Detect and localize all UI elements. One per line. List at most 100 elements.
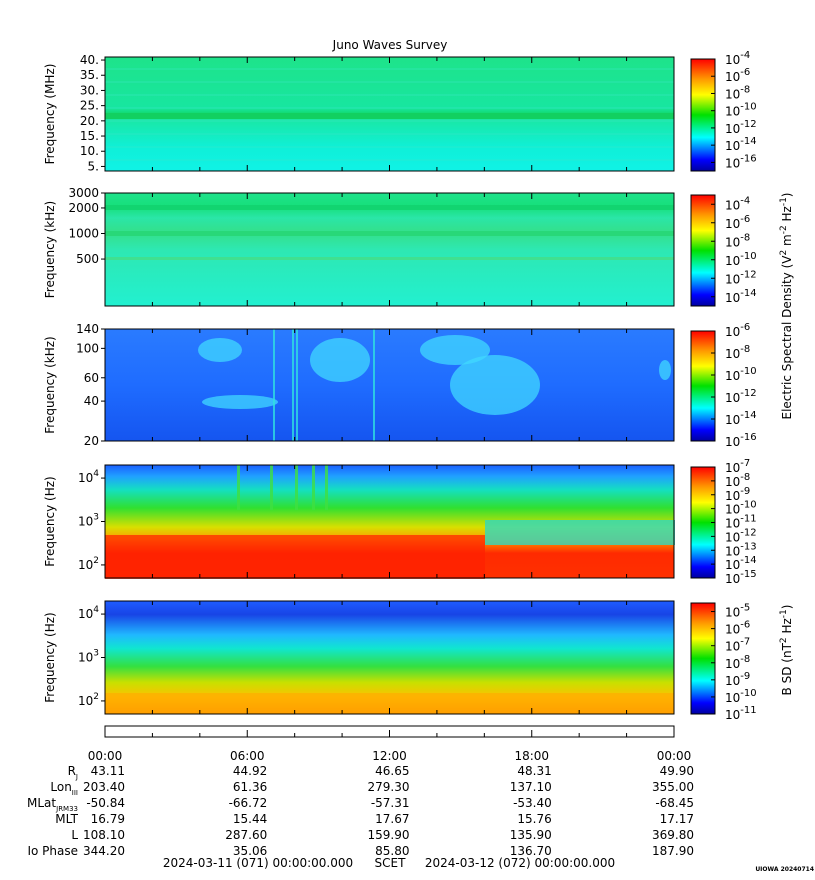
ephemeris-value: 136.70 <box>510 844 552 858</box>
footer-label: UIOWA 20240714 <box>755 866 814 873</box>
y-tick-label: 102 <box>78 692 99 708</box>
emission-patch <box>310 338 370 382</box>
start-time-label: 2024-03-11 (071) 00:00:00.000 <box>163 856 353 870</box>
emission-patch <box>202 395 278 409</box>
ephemeris-value: -50.84 <box>86 796 125 810</box>
colorbar-tick-label: 10-4 <box>725 195 750 212</box>
burst-line <box>292 329 294 441</box>
ephemeris-value: 279.30 <box>368 780 410 794</box>
ephemeris-value: 61.36 <box>233 780 267 794</box>
colorbar-tick-label: 10-16 <box>725 432 757 449</box>
ephemeris-value: 46.65 <box>375 764 409 778</box>
emission-patch <box>485 520 675 545</box>
colorbar-tick-label: 10-14 <box>725 555 757 572</box>
y-tick-label: 35. <box>80 68 99 82</box>
x-time-label: 18:00 <box>514 749 549 763</box>
y-axis-label: Frequency (Hz) <box>43 612 57 703</box>
x-time-label: 00:00 <box>88 749 123 763</box>
colorbar-tick-label: 10-12 <box>725 119 757 136</box>
colorbar-tick-label: 10-10 <box>725 688 757 705</box>
y-axis-label: Frequency (kHz) <box>43 201 57 298</box>
colorbar-tick-label: 10-14 <box>725 136 757 153</box>
colorbar-tick-label: 10-9 <box>725 486 750 503</box>
ephemeris-value: 17.67 <box>375 812 409 826</box>
y-tick-label: 1000 <box>68 227 99 241</box>
y-tick-label: 40 <box>84 394 99 408</box>
burst-line <box>373 329 375 441</box>
ephemeris-value: 15.76 <box>517 812 551 826</box>
emission-band <box>105 231 674 236</box>
colorbar-tick-label: 10-11 <box>725 514 757 531</box>
y-tick-label: 30. <box>80 83 99 97</box>
colorbar-tick-label: 10-10 <box>725 500 757 517</box>
ephemeris-row-label: MLatJRM33 <box>27 796 78 813</box>
colorbar-tick-label: 10-5 <box>725 603 750 620</box>
colorbar-tick-label: 10-4 <box>725 50 750 67</box>
y-tick-label: 25. <box>80 99 99 113</box>
burst-line <box>312 465 315 510</box>
emission-band <box>105 113 674 119</box>
y-tick-label: 500 <box>76 252 99 266</box>
burst-line <box>296 329 298 441</box>
panel-1: 40.35.30. 25.20.15.10.5. Frequency (MHz) 10… <box>43 50 757 173</box>
colorbar <box>690 58 716 172</box>
y-axis-label: Frequency (Hz) <box>43 476 57 567</box>
emission-patch <box>450 355 540 415</box>
burst-line <box>325 465 328 510</box>
emission-patch <box>420 335 490 365</box>
electric-colorbar-label: Electric Spectral Density (V2 m-2 Hz-1) <box>779 192 794 419</box>
colorbar-tick-label: 10-16 <box>725 153 757 170</box>
colorbar-tick-label: 10-6 <box>725 214 750 231</box>
chart-title: Juno Waves Survey <box>332 38 448 52</box>
spectrogram-2 <box>105 193 674 306</box>
ephemeris-value: 44.92 <box>233 764 267 778</box>
y-tick-label: 103 <box>78 649 99 665</box>
y-tick-label: 3000 <box>68 186 99 200</box>
y-tick-label: 10. <box>80 144 99 158</box>
emission-patch <box>198 338 242 362</box>
x-time-label: 06:00 <box>230 749 265 763</box>
emission-patch <box>105 535 485 579</box>
y-axis-label: Frequency (MHz) <box>43 64 57 165</box>
colorbar-tick-label: 10-9 <box>725 671 750 688</box>
x-time-label: 00:00 <box>657 749 692 763</box>
colorbar-tick-label: 10-14 <box>725 410 757 427</box>
colorbar-tick-label: 10-8 <box>725 472 750 489</box>
colorbar-tick-label: 10-6 <box>725 322 750 339</box>
colorbar-tick-label: 10-10 <box>725 102 757 119</box>
y-tick-label: 140 <box>76 322 99 336</box>
colorbar-tick-label: 10-8 <box>725 84 750 101</box>
ephemeris-value: 108.10 <box>83 828 125 842</box>
y-tick-label: 104 <box>78 605 99 621</box>
burst-line <box>270 465 273 510</box>
y-tick-label: 103 <box>78 513 99 529</box>
ephemeris-value: 17.17 <box>660 812 694 826</box>
y-tick-label: 2000 <box>68 201 99 215</box>
colorbar-tick-label: 10-7 <box>725 637 750 654</box>
ephemeris-value: -57.31 <box>371 796 410 810</box>
x-time-label: 12:00 <box>372 749 407 763</box>
burst-line <box>273 329 275 441</box>
burst-line <box>295 465 298 510</box>
y-tick-label: 5. <box>88 159 99 173</box>
emission-band <box>105 257 674 260</box>
scet-label: SCET <box>375 856 407 870</box>
colorbar-tick-label: 10-6 <box>725 620 750 637</box>
emission-patch <box>659 360 671 380</box>
colorbar-tick-label: 10-8 <box>725 654 750 671</box>
colorbar-tick-label: 10-12 <box>725 388 757 405</box>
ephemeris-value: 35.06 <box>233 844 267 858</box>
magnetic-colorbar-label: B SD (nT2 Hz-1) <box>779 605 794 696</box>
y-tick-label: 15. <box>80 129 99 143</box>
ephemeris-value: 85.80 <box>375 844 409 858</box>
ephemeris-row-label: RJ <box>68 764 78 781</box>
colorbar-tick-label: 10-6 <box>725 67 750 84</box>
ephemeris-value: 355.00 <box>652 780 694 794</box>
colorbar-tick-label: 10-10 <box>725 366 757 383</box>
y-tick-label: 100 <box>76 341 99 355</box>
colorbar <box>690 602 716 715</box>
colorbar-tick-label: 10-10 <box>725 251 757 268</box>
